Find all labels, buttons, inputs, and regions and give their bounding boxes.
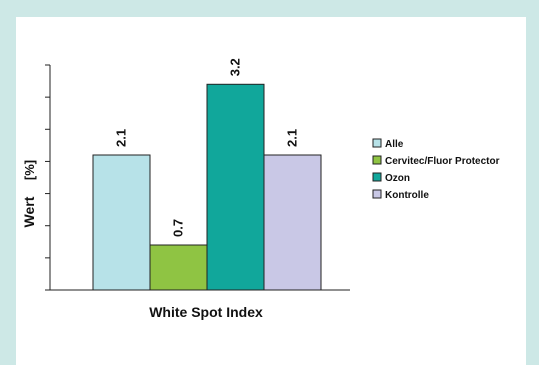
legend-label: Kontrolle <box>385 190 429 201</box>
legend-swatch <box>372 172 382 182</box>
legend-swatch <box>372 155 382 165</box>
legend-swatch <box>372 189 382 199</box>
data-label: 2.1 <box>114 129 129 147</box>
x-axis-title: White Spot Index <box>149 304 263 320</box>
data-label: 0.7 <box>171 219 186 237</box>
legend: Alle Cervitec/Fluor Protector Ozon Kontroll… <box>372 138 500 201</box>
bar-kontrolle <box>263 154 322 291</box>
y-axis-title: Wert <box>21 196 37 227</box>
legend-label: Ozon <box>385 173 410 184</box>
data-labels: 2.1 0.7 3.2 2.1 <box>114 58 300 237</box>
data-label: 2.1 <box>285 129 300 147</box>
legend-swatch <box>372 138 382 148</box>
y-axis-unit: [%] <box>22 160 37 180</box>
bar-ozon <box>206 83 265 291</box>
legend-label: Cervitec/Fluor Protector <box>385 156 500 167</box>
legend-label: Alle <box>385 139 404 150</box>
data-label: 3.2 <box>228 58 243 76</box>
bar-alle <box>92 154 151 291</box>
bar-cervitec-fluor-protector <box>149 244 208 291</box>
bars <box>92 83 322 291</box>
